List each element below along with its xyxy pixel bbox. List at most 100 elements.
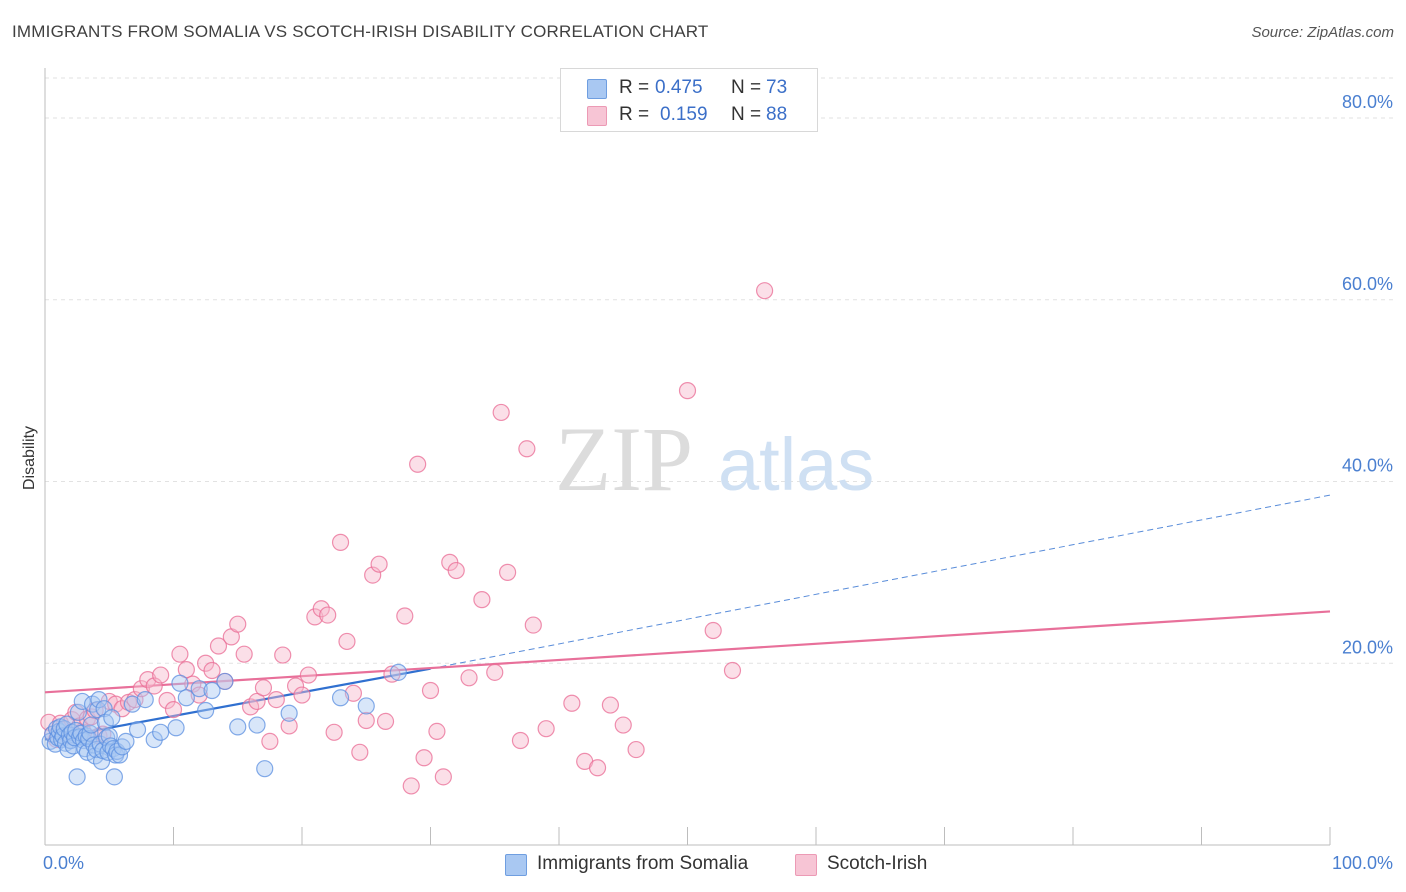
scotch-irish-point — [511, 731, 530, 750]
scotch-irish-point — [460, 669, 478, 687]
data-points — [40, 282, 774, 795]
scotch-irish-point — [357, 711, 375, 730]
somalia-point — [248, 716, 266, 734]
x-tick-label: 0.0% — [43, 853, 84, 873]
scotch-irish-point — [267, 690, 285, 709]
scotch-irish-point — [152, 666, 170, 684]
somalia-point — [103, 709, 121, 727]
y-tick-label: 80.0% — [1342, 92, 1393, 112]
scotch-irish-point — [396, 607, 414, 625]
somalia-point — [73, 692, 91, 711]
scotch-irish-point — [158, 691, 176, 710]
scotch-irish-point — [537, 720, 555, 738]
somalia-point — [167, 719, 185, 737]
somalia-point — [90, 690, 108, 709]
trend-line-somalia-extension — [430, 494, 1331, 670]
watermark-atlas: atlas — [718, 423, 874, 506]
somalia-point — [152, 723, 170, 741]
scotch-irish-point — [434, 768, 452, 786]
bottom-legend-label: Scotch-Irish — [827, 853, 928, 874]
somalia-point — [98, 729, 116, 747]
bottom-legend-label: Immigrants from Somalia — [537, 853, 749, 874]
somalia-point — [229, 718, 247, 736]
bottom-legend-swatch — [505, 854, 527, 876]
legend-r-value: 0.475 — [655, 77, 703, 98]
scotch-irish-point — [421, 681, 440, 700]
watermark: ZIP atlas — [555, 408, 874, 510]
scotch-irish-point — [312, 600, 330, 618]
somalia-point — [331, 689, 350, 707]
scotch-irish-point — [428, 722, 446, 741]
legend-row-scotch-irish: R = 0.159 N = 88 — [561, 102, 817, 128]
scotch-irish-point — [325, 723, 343, 741]
scotch-irish-point — [235, 645, 253, 663]
somalia-point — [117, 732, 135, 751]
y-tick-label: 20.0% — [1342, 637, 1393, 657]
scotch-irish-point — [383, 665, 401, 683]
legend-n-value: 88 — [766, 104, 788, 125]
scotch-irish-point — [499, 563, 517, 581]
chart-title: IMMIGRANTS FROM SOMALIA VS SCOTCH-IRISH … — [12, 22, 709, 41]
stats-legend: R = 0.475 N = 73 R = 0.159 N = 88 — [560, 68, 818, 132]
legend-r-value: 0.159 — [660, 104, 708, 125]
somalia-point — [92, 752, 111, 770]
y-axis-label: Disability — [21, 426, 38, 490]
scotch-irish-point — [145, 677, 163, 695]
somalia-point — [171, 674, 189, 692]
scotch-irish-point — [229, 615, 247, 633]
scotch-irish-point — [486, 663, 504, 681]
tick-labels: 20.0% 40.0% 60.0% 80.0% 0.0% 100.0% — [43, 92, 1393, 873]
legend-swatch-scotch-irish — [587, 106, 607, 126]
somalia-point — [69, 703, 88, 721]
scotch-irish-point — [132, 680, 150, 698]
somalia-point — [389, 663, 407, 681]
somalia-point — [280, 704, 298, 722]
legend-n-label: N = — [731, 104, 762, 125]
watermark-zip: ZIP — [555, 408, 693, 510]
scotch-irish-point — [274, 646, 292, 664]
scotch-irish-point — [351, 743, 369, 761]
legend-n-label: N = — [731, 77, 762, 98]
scotch-irish-point — [370, 555, 388, 573]
legend-n-value: 73 — [766, 77, 788, 98]
somalia-point — [123, 695, 141, 713]
somalia-point — [216, 672, 234, 691]
legend-r-label: R = — [619, 77, 650, 98]
scotch-irish-point — [376, 712, 395, 731]
somalia-point — [136, 690, 154, 709]
scotch-irish-point — [364, 566, 382, 584]
scotch-irish-point — [209, 637, 228, 655]
scotch-irish-point — [331, 533, 350, 551]
somalia-point — [128, 720, 147, 739]
somalia-point — [203, 681, 221, 700]
scotch-irish-point — [171, 645, 189, 663]
scotch-irish-point — [588, 759, 607, 777]
scotch-irish-point — [627, 740, 645, 759]
somalia-point — [58, 715, 76, 733]
source-label: Source: ZipAtlas.com — [1251, 24, 1394, 41]
trend-line-scotch-irish — [44, 610, 1331, 694]
somalia-point — [85, 736, 103, 754]
scotch-irish-point — [518, 440, 536, 458]
scotch-irish-point — [492, 403, 510, 422]
somalia-point — [190, 680, 208, 698]
legend-swatch-somalia — [587, 79, 607, 99]
bottom-legend-swatch — [795, 854, 817, 876]
scotch-irish-point — [139, 671, 157, 689]
axes — [44, 68, 1331, 846]
scotch-irish-point — [415, 749, 433, 767]
scotch-irish-point — [254, 679, 273, 697]
somalia-point — [68, 768, 86, 786]
scotch-irish-point — [190, 686, 208, 704]
legend-r-label: R = — [619, 104, 650, 125]
somalia-point — [82, 716, 100, 734]
scotch-irish-point — [338, 632, 356, 651]
scotch-irish-point — [447, 561, 465, 580]
legend-row-somalia: R = 0.475 N = 73 — [561, 75, 817, 101]
scotch-irish-point — [614, 716, 632, 734]
scotch-irish-point — [563, 694, 581, 712]
scotch-irish-point — [344, 684, 362, 702]
x-tick-label: 100.0% — [1332, 853, 1393, 873]
scotch-irish-point — [299, 666, 318, 684]
scotch-irish-point — [409, 455, 427, 473]
